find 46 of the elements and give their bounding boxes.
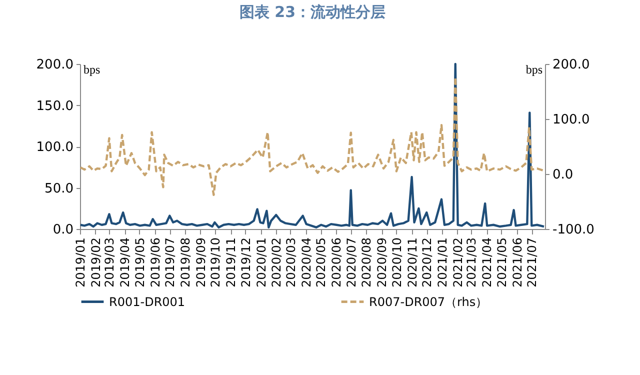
x-tick-label: 2020/11 [405, 238, 420, 288]
x-tick-label: 2019/05 [132, 238, 147, 288]
x-tick-label: 2020/08 [360, 238, 374, 288]
legend-label: R007-DR007（rhs） [369, 294, 488, 309]
x-tick-label: 2019/01 [74, 238, 88, 288]
x-tick-label: 2020/03 [284, 238, 298, 288]
y2-tick-label: 100.0 [552, 112, 590, 128]
x-tick-label: 2019/07 [163, 238, 178, 288]
x-tick-label: 2021/02 [450, 238, 465, 288]
x-tick-label: 2019/04 [118, 238, 132, 288]
x-tick-label: 2019/10 [208, 238, 223, 288]
y-axis-title: bps [84, 62, 100, 76]
x-tick-label: 2021/05 [494, 238, 509, 288]
x-tick-label: 2020/12 [420, 238, 434, 288]
x-tick-label: 2019/03 [102, 238, 117, 288]
x-tick-label: 2020/04 [299, 238, 314, 288]
y-tick-label: 50.0 [44, 181, 74, 196]
y-tick-label: 200.0 [36, 58, 74, 72]
x-tick-label: 2020/10 [390, 238, 404, 288]
x-tick-label: 2020/02 [270, 238, 284, 288]
x-tick-label: 2019/12 [238, 238, 253, 288]
x-tick-label: 2019/02 [88, 238, 103, 288]
x-tick-label: 2021/01 [435, 238, 450, 288]
x-tick-label: 2021/04 [480, 238, 494, 288]
x-tick-label: 2021/06 [510, 238, 524, 288]
x-tick-label: 2020/05 [314, 238, 328, 288]
y2-tick-label: 200.0 [552, 58, 590, 72]
x-tick-label: 2019/11 [224, 238, 238, 288]
x-tick-label: 2021/03 [464, 238, 479, 288]
x-tick-label: 2020/01 [254, 238, 268, 288]
x-tick-label: 2019/09 [194, 238, 208, 288]
x-tick-label: 2019/08 [178, 238, 192, 288]
x-tick-label: 2019/06 [148, 238, 162, 288]
x-tick-label: 2021/07 [525, 238, 540, 288]
y-tick-label: 100.0 [36, 140, 74, 155]
y2-tick-label: -100.0 [552, 222, 594, 238]
legend-label: R001-DR001 [109, 294, 186, 309]
y-tick-label: 150.0 [36, 98, 74, 114]
x-tick-label: 2020/07 [344, 238, 358, 288]
line-series [79, 76, 546, 196]
chart-title: 图表 23：流动性分层 [239, 3, 386, 21]
y2-axis-title: bps [526, 62, 543, 76]
x-tick-label: 2020/09 [375, 238, 390, 288]
y2-tick-label: 0.0 [552, 168, 574, 182]
x-tick-label: 2020/06 [330, 238, 344, 288]
y-tick-label: 0.0 [52, 222, 74, 238]
